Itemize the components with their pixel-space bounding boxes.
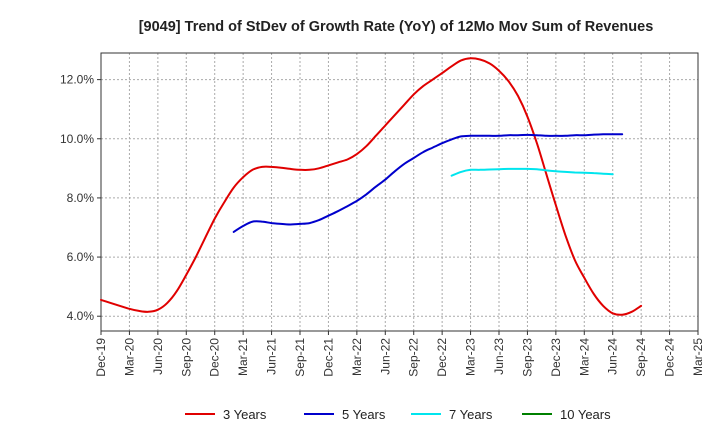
legend-label-5-years: 5 Years xyxy=(342,407,386,422)
x-tick-label: Mar-22 xyxy=(350,338,364,376)
legend: 3 Years 5 Years 7 Years 10 Years xyxy=(185,407,611,422)
y-tick-label: 4.0% xyxy=(67,309,95,323)
x-tick-label: Mar-20 xyxy=(122,338,136,376)
legend-label-10-years: 10 Years xyxy=(560,407,611,422)
chart-title: [9049] Trend of StDev of Growth Rate (Yo… xyxy=(139,19,654,35)
x-tick-label: Dec-19 xyxy=(94,338,108,377)
x-tick-label: Sep-22 xyxy=(407,338,421,377)
x-tick-label: Jun-20 xyxy=(151,338,165,375)
x-tick-label: Dec-23 xyxy=(549,338,563,377)
y-tick-label: 6.0% xyxy=(67,250,95,264)
x-tick-label: Dec-24 xyxy=(663,338,677,377)
x-tick-label: Jun-21 xyxy=(265,338,279,375)
x-tick-label: Mar-21 xyxy=(236,338,250,376)
series-line-3-years xyxy=(100,57,643,316)
series-line-5-years xyxy=(232,133,624,233)
x-tick-label: Mar-23 xyxy=(464,338,478,376)
x-tick-label: Jun-23 xyxy=(492,338,506,375)
x-tick-label: Dec-21 xyxy=(321,338,335,377)
x-tick-label: Sep-21 xyxy=(293,338,307,377)
x-tick-label: Jun-24 xyxy=(606,338,620,375)
x-tick-label: Mar-25 xyxy=(691,338,705,376)
legend-label-7-years: 7 Years xyxy=(449,407,493,422)
legend-label-3-years: 3 Years xyxy=(223,407,267,422)
series-line-7-years xyxy=(450,167,614,177)
x-tick-label: Mar-24 xyxy=(577,338,591,376)
y-tick-label: 8.0% xyxy=(67,191,95,205)
grid-lines xyxy=(100,53,699,331)
x-tick-label: Dec-20 xyxy=(208,338,222,377)
y-tick-label: 12.0% xyxy=(60,73,94,87)
x-tick-label: Dec-22 xyxy=(435,338,449,377)
x-axis: Dec-19 Mar-20 Jun-20 Sep-20 Dec-20 Mar-21 Jun-… xyxy=(94,331,705,377)
x-tick-label: Sep-20 xyxy=(179,338,193,377)
y-axis: 4.0% 6.0% 8.0% 10.0% 12.0% xyxy=(60,73,101,323)
series-lines xyxy=(100,57,643,316)
x-tick-label: Sep-24 xyxy=(634,338,648,377)
y-tick-label: 10.0% xyxy=(60,132,94,146)
plot-frame xyxy=(100,52,699,332)
x-tick-label: Sep-23 xyxy=(520,338,534,377)
x-tick-label: Jun-22 xyxy=(378,338,392,375)
